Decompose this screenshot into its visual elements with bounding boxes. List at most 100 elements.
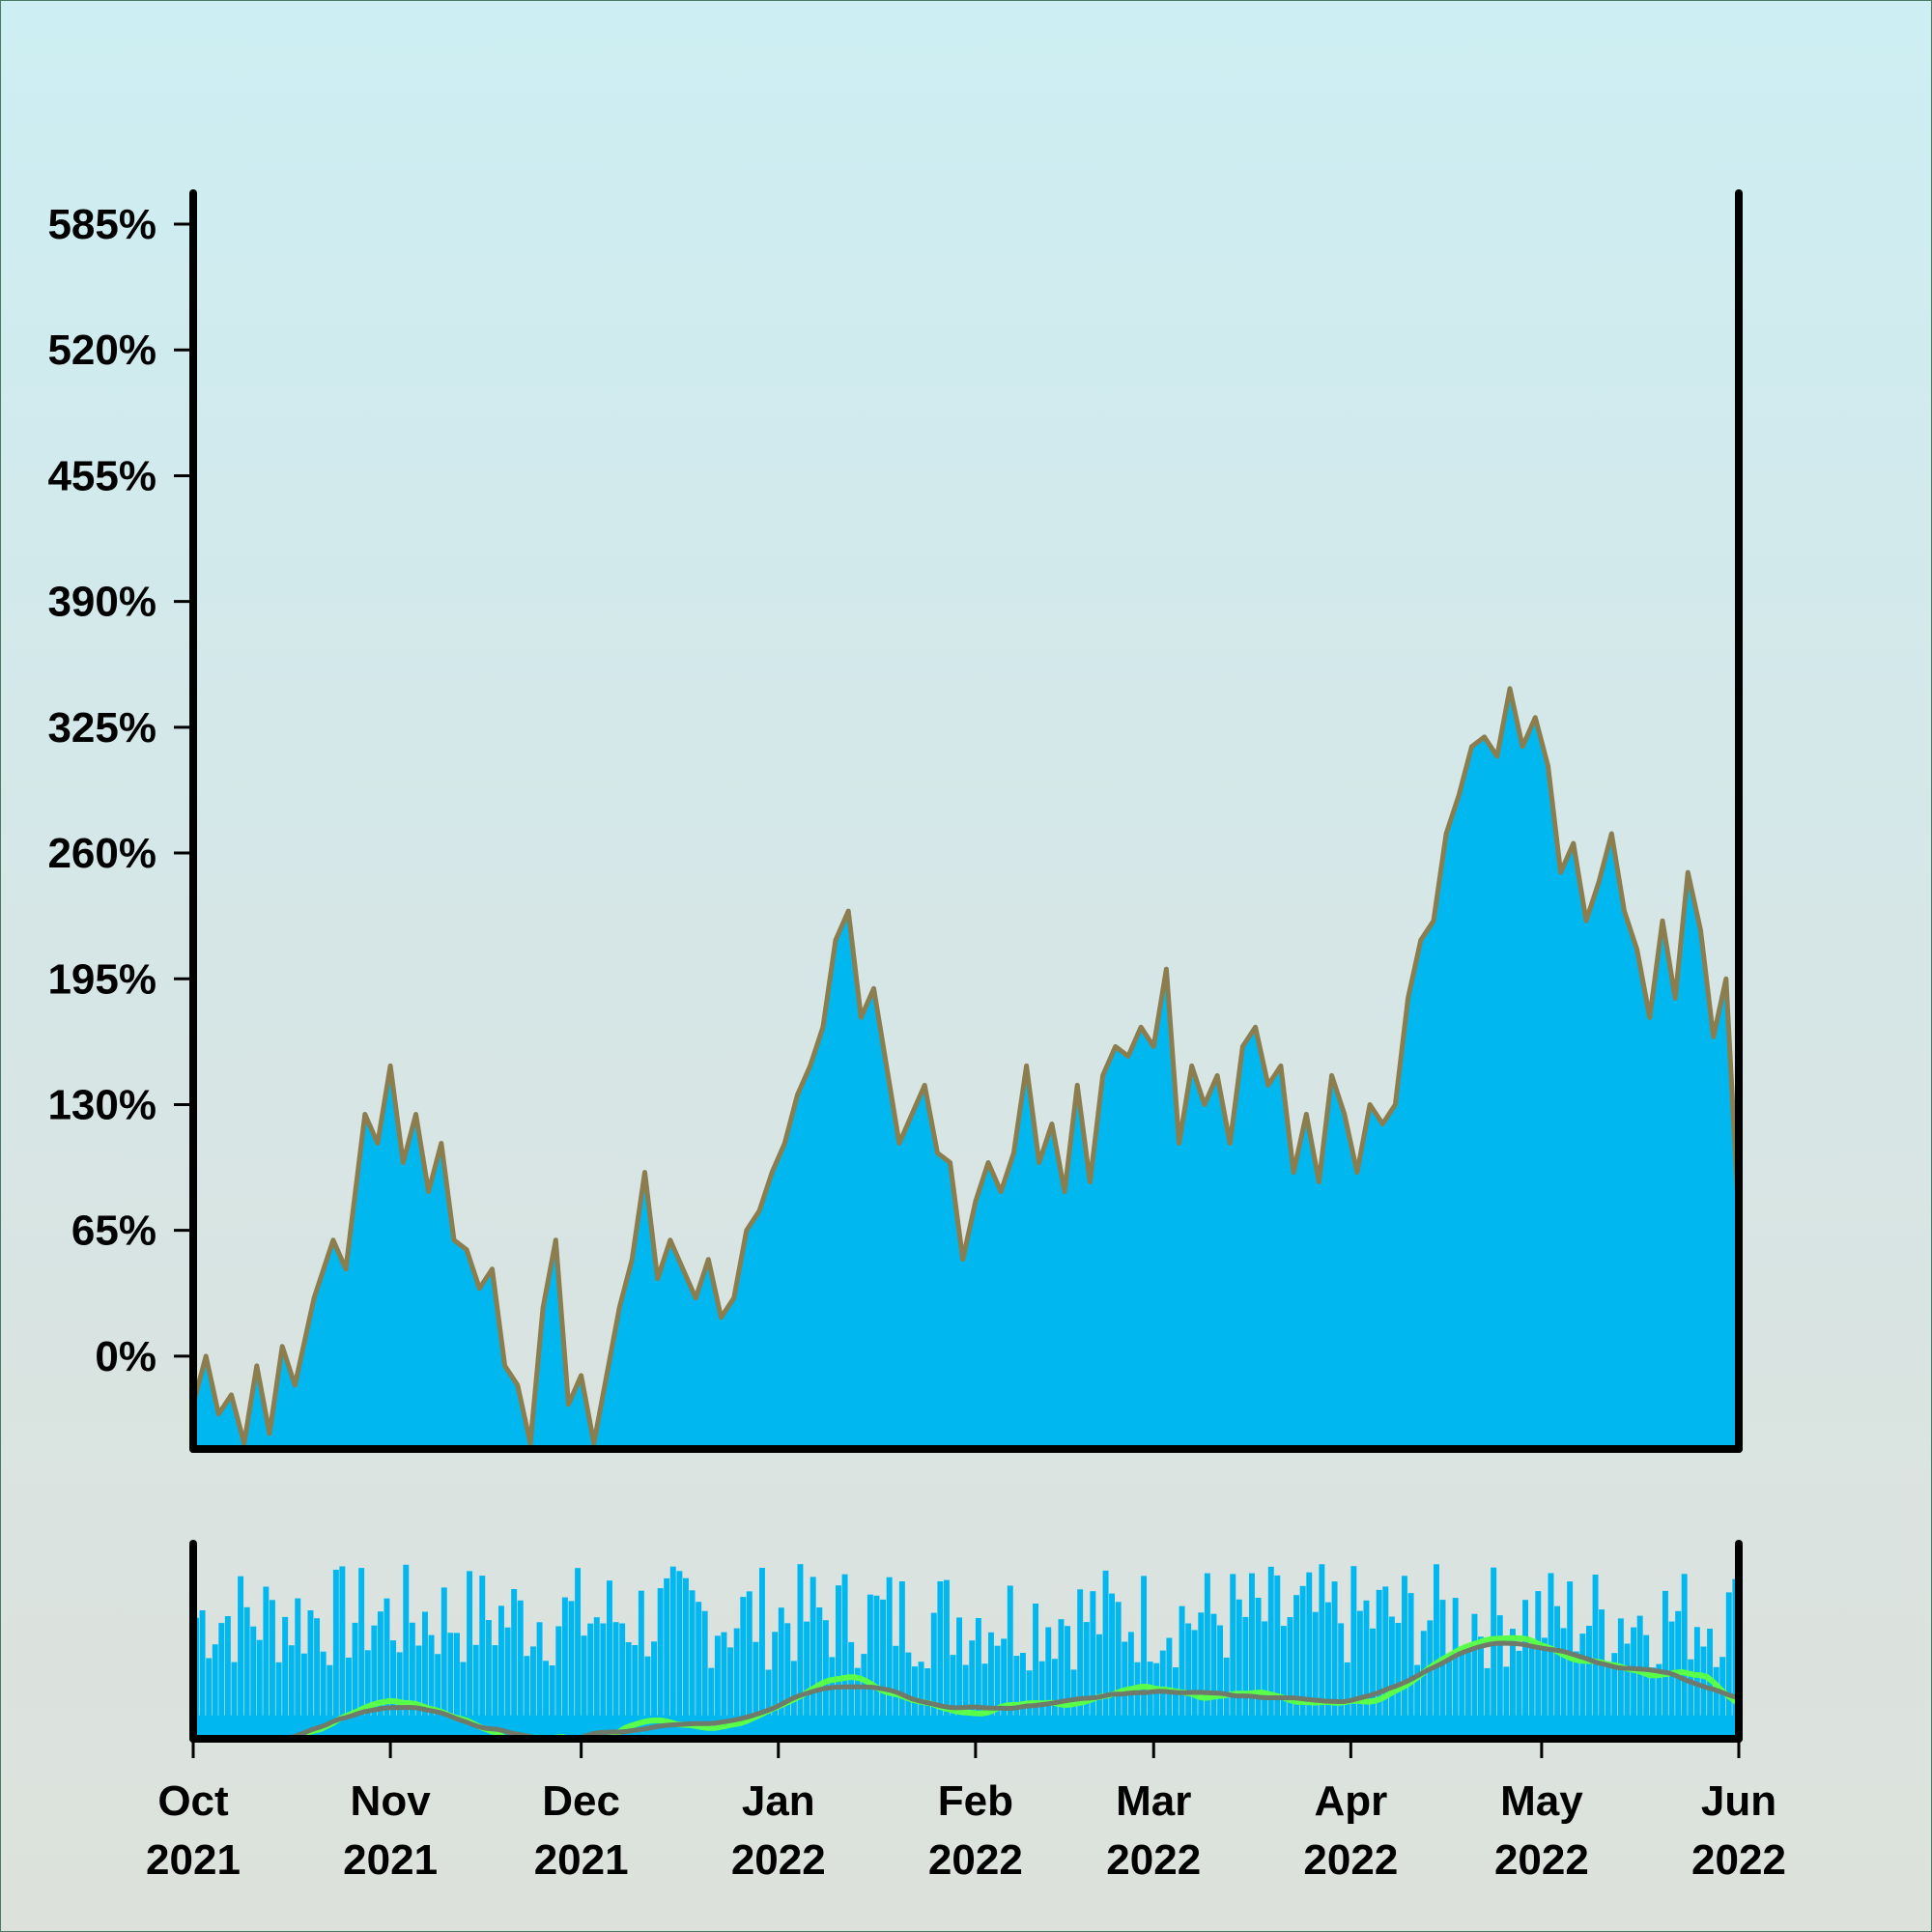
nav-bar xyxy=(829,1657,836,1739)
nav-bar xyxy=(664,1577,670,1739)
nav-bar xyxy=(1554,1605,1561,1739)
nav-bar xyxy=(1395,1623,1402,1739)
nav-bar xyxy=(206,1658,213,1739)
nav-bar xyxy=(1287,1617,1293,1739)
nav-bar xyxy=(708,1667,715,1739)
nav-bar xyxy=(644,1656,651,1739)
x-tick-label-month: Dec xyxy=(542,1777,620,1825)
nav-bar xyxy=(479,1576,486,1739)
nav-bar xyxy=(1649,1667,1656,1739)
navigator-axes xyxy=(189,1540,1743,1743)
nav-bar xyxy=(930,1612,937,1739)
nav-bar xyxy=(1134,1662,1141,1739)
nav-bar xyxy=(1280,1626,1287,1739)
nav-bar xyxy=(1605,1661,1611,1739)
y-tick-label: 65% xyxy=(71,1208,156,1255)
nav-bar xyxy=(714,1635,721,1739)
nav-bar xyxy=(1109,1593,1116,1739)
nav-bar xyxy=(1599,1609,1605,1739)
x-tick-label-year: 2022 xyxy=(928,1836,1023,1884)
nav-bar xyxy=(1516,1650,1522,1739)
nav-bar xyxy=(784,1623,791,1739)
x-tick-label-month: Nov xyxy=(351,1777,432,1825)
nav-bar xyxy=(1204,1573,1210,1739)
nav-bar xyxy=(1491,1567,1497,1739)
nav-bar xyxy=(1376,1589,1382,1739)
nav-bar xyxy=(1173,1667,1179,1739)
nav-bar xyxy=(320,1651,327,1739)
nav-bar xyxy=(848,1641,855,1739)
nav-bar xyxy=(676,1571,683,1739)
x-tick-label-month: Apr xyxy=(1314,1777,1387,1825)
x-tick-label-year: 2022 xyxy=(1303,1836,1398,1884)
nav-bar xyxy=(1083,1622,1090,1739)
x-tick-label-month: Mar xyxy=(1116,1777,1191,1825)
nav-bar xyxy=(435,1654,441,1739)
nav-bar xyxy=(1141,1576,1148,1739)
y-tick-label: 520% xyxy=(47,327,156,374)
nav-bar xyxy=(956,1617,963,1739)
y-axis-ticks: 585% 520% 455% 390% 325% 260% 195% 130% 65% 0% xyxy=(47,201,193,1380)
nav-bar xyxy=(1045,1627,1052,1739)
nav-line-slow xyxy=(193,1640,1740,1742)
nav-bar xyxy=(638,1590,644,1739)
nav-bar xyxy=(409,1622,415,1739)
nav-bar xyxy=(778,1607,784,1739)
y-tick-label: 585% xyxy=(47,201,156,248)
nav-bar xyxy=(1579,1634,1586,1739)
nav-bar xyxy=(1127,1632,1134,1739)
nav-bar xyxy=(804,1621,810,1739)
nav-bar xyxy=(339,1566,346,1739)
nav-bar xyxy=(1434,1564,1439,1739)
nav-bar xyxy=(593,1617,600,1739)
nav-bar xyxy=(1242,1616,1249,1739)
nav-bar xyxy=(295,1598,301,1739)
nav-bar xyxy=(1420,1631,1427,1739)
nav-bar xyxy=(1274,1575,1281,1739)
nav-bar xyxy=(1617,1618,1624,1739)
nav-bar xyxy=(701,1610,708,1739)
nav-bar xyxy=(1179,1605,1185,1739)
nav-bar xyxy=(1668,1621,1675,1739)
nav-bar xyxy=(988,1632,994,1739)
nav-bar xyxy=(1688,1659,1694,1739)
y-tick-label: 0% xyxy=(95,1333,156,1380)
nav-bar xyxy=(498,1605,504,1739)
nav-bar xyxy=(224,1616,231,1739)
area-fill xyxy=(193,688,1739,1449)
nav-bar xyxy=(1478,1636,1484,1739)
x-tick-label-year: 2021 xyxy=(343,1836,438,1884)
x-tick-label-year: 2021 xyxy=(534,1836,629,1884)
nav-bar xyxy=(1707,1629,1714,1739)
nav-bar xyxy=(1038,1661,1045,1739)
nav-bar xyxy=(1210,1613,1217,1739)
x-tick-label-year: 2022 xyxy=(1106,1836,1201,1884)
nav-bar xyxy=(1459,1652,1465,1739)
x-tick-label-year: 2021 xyxy=(146,1836,241,1884)
y-tick-label: 390% xyxy=(47,579,156,626)
nav-bar xyxy=(1249,1573,1255,1739)
nav-bar xyxy=(1185,1623,1192,1739)
nav-bar xyxy=(950,1655,956,1739)
nav-bar xyxy=(1013,1656,1020,1739)
nav-bar xyxy=(1719,1657,1726,1739)
nav-bar xyxy=(199,1610,206,1739)
nav-bar xyxy=(1325,1602,1331,1739)
nav-bar xyxy=(1191,1630,1198,1739)
nav-bar xyxy=(467,1571,473,1739)
nav-bar xyxy=(727,1647,734,1739)
nav-bar xyxy=(1713,1666,1719,1739)
nav-bar xyxy=(511,1589,518,1739)
nav-bar xyxy=(485,1620,492,1739)
nav-bar xyxy=(460,1662,467,1739)
nav-bar xyxy=(1382,1586,1389,1739)
nav-bar xyxy=(733,1628,740,1739)
nav-bar xyxy=(880,1599,887,1739)
x-axis-ticks: Oct 2021 Nov 2021 Dec 2021 Jan 2022 Feb 2022 Mar 20… xyxy=(146,1739,1786,1884)
nav-bar xyxy=(740,1597,747,1739)
nav-bar xyxy=(218,1623,225,1739)
nav-bar xyxy=(759,1568,765,1739)
nav-bar xyxy=(256,1639,263,1739)
nav-bar xyxy=(332,1570,339,1739)
x-tick-label-month: Oct xyxy=(157,1777,229,1825)
